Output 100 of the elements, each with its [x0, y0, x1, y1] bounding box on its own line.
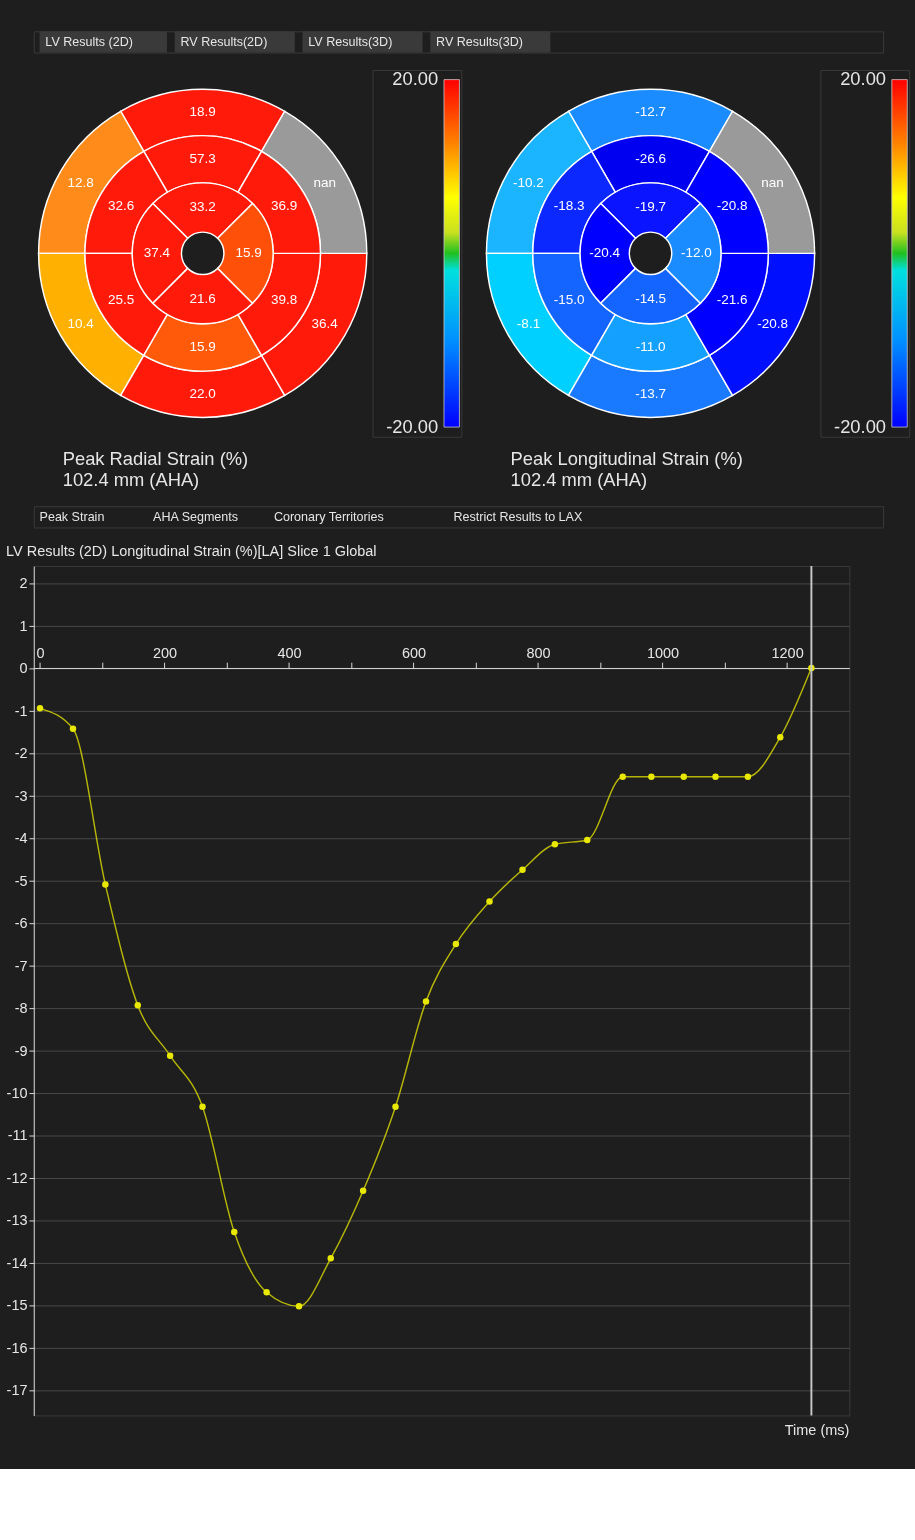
- text: 10.4: [67, 315, 95, 331]
- point: [327, 1255, 334, 1262]
- point: [584, 836, 591, 844]
- point: [69, 725, 77, 732]
- text: -8.1: [516, 315, 541, 331]
- x-tick-label: 1000: [646, 644, 680, 661]
- y-tick-label: -15: [6, 1297, 28, 1314]
- text: LV Results(3D): [308, 34, 393, 49]
- x-tick-label: 200: [152, 644, 178, 661]
- y-tick-label: 1: [19, 617, 28, 634]
- text: 15.9: [235, 245, 262, 261]
- text: -18.3: [553, 198, 585, 214]
- point: [199, 1103, 206, 1110]
- y-tick-label: -9: [14, 1042, 28, 1059]
- point: [359, 1187, 367, 1195]
- text: RV Results(3D): [436, 34, 523, 49]
- text: Restrict Results to LAX: [453, 509, 583, 524]
- text: 15.9: [189, 339, 216, 355]
- text: -20.8: [716, 198, 748, 214]
- y-tick-label: -8: [14, 1000, 28, 1017]
- text: RV Results(2D): [180, 34, 268, 49]
- text: -20.8: [757, 315, 788, 331]
- point: [36, 705, 44, 712]
- point: [777, 733, 784, 741]
- text: 12.8: [67, 174, 94, 190]
- text: 102.4 mm (AHA): [62, 468, 200, 490]
- text: -19.7: [635, 199, 666, 215]
- text: 20.00: [840, 68, 887, 90]
- point: [619, 773, 626, 780]
- point: [452, 940, 460, 948]
- y-tick-label: -13: [6, 1212, 28, 1229]
- x-tick-label: 0: [36, 644, 45, 661]
- point: [648, 773, 655, 780]
- text: -20.00: [386, 415, 439, 437]
- text: -20.4: [589, 245, 621, 261]
- text: 32.6: [108, 198, 135, 214]
- y-tick-label: -3: [14, 787, 28, 804]
- text: 39.8: [271, 292, 298, 308]
- text: nan: [313, 174, 336, 190]
- x-axis-title: Time (ms): [784, 1421, 850, 1438]
- chart-title: LV Results (2D) Longitudinal Strain (%)[LA] Slice 1 Global: [6, 543, 377, 560]
- y-tick-label: -6: [14, 915, 28, 932]
- text: LV Results (2D): [45, 34, 133, 49]
- x-tick-label: 600: [401, 644, 427, 661]
- text: 25.5: [108, 292, 135, 308]
- text: Coronary Territories: [273, 509, 384, 524]
- text: -20.00: [834, 415, 887, 437]
- point: [392, 1103, 399, 1110]
- text: -10.2: [513, 174, 544, 190]
- point: [519, 866, 526, 873]
- text: 22.0: [189, 386, 216, 402]
- point: [422, 998, 430, 1005]
- point: [231, 1228, 238, 1236]
- y-tick-label: -17: [6, 1382, 28, 1399]
- y-tick-label: -1: [14, 702, 28, 719]
- x-tick-label: 800: [526, 644, 551, 661]
- text: 20.00: [392, 68, 439, 90]
- text: Peak Radial Strain (%): [62, 447, 249, 469]
- point: [551, 841, 559, 848]
- y-tick-label: -2: [14, 745, 28, 762]
- point: [102, 881, 109, 888]
- text: -21.6: [716, 292, 748, 308]
- text: 102.4 mm (AHA): [510, 468, 648, 490]
- text: 37.4: [143, 245, 171, 261]
- y-tick-label: -7: [14, 957, 28, 974]
- y-tick-label: -10: [6, 1084, 28, 1101]
- text: Peak Longitudinal Strain (%): [510, 447, 743, 469]
- x-tick-label: 400: [277, 644, 302, 661]
- y-tick-label: -11: [7, 1127, 28, 1144]
- point: [295, 1303, 303, 1310]
- point: [166, 1052, 174, 1059]
- y-tick-label: 0: [19, 660, 28, 677]
- text: 18.9: [189, 104, 216, 120]
- text: -12.0: [680, 245, 712, 261]
- point: [486, 898, 493, 905]
- point: [263, 1289, 270, 1296]
- text: -26.6: [635, 151, 666, 167]
- text: -12.7: [635, 104, 666, 120]
- point: [744, 773, 752, 780]
- text: 57.3: [189, 151, 216, 167]
- x-tick-label: 1200: [771, 644, 804, 661]
- text: AHA Segments: [153, 509, 239, 524]
- y-tick-label: -16: [6, 1339, 28, 1356]
- text: -11.0: [635, 339, 666, 355]
- text: 21.6: [189, 291, 216, 307]
- text: -13.7: [635, 386, 666, 402]
- text: nan: [761, 174, 784, 190]
- text: -15.0: [553, 292, 585, 308]
- point: [712, 773, 719, 780]
- text: 36.4: [311, 315, 339, 331]
- y-tick-label: -4: [14, 830, 28, 847]
- text: 36.9: [271, 198, 298, 214]
- y-tick-label: 2: [19, 575, 28, 592]
- text: Peak Strain: [39, 509, 105, 524]
- point: [134, 1001, 141, 1009]
- y-tick-label: -5: [14, 872, 28, 889]
- point: [680, 773, 687, 780]
- text: 33.2: [189, 199, 216, 215]
- y-tick-label: -14: [6, 1254, 28, 1271]
- y-tick-label: -12: [6, 1169, 28, 1186]
